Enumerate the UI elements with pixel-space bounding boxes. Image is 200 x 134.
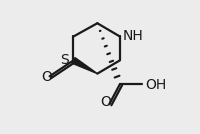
Polygon shape [72,58,97,74]
Text: NH: NH [123,29,143,44]
Text: OH: OH [145,78,166,92]
Text: S: S [60,53,69,67]
Text: O: O [41,70,52,84]
Text: O: O [101,95,111,109]
